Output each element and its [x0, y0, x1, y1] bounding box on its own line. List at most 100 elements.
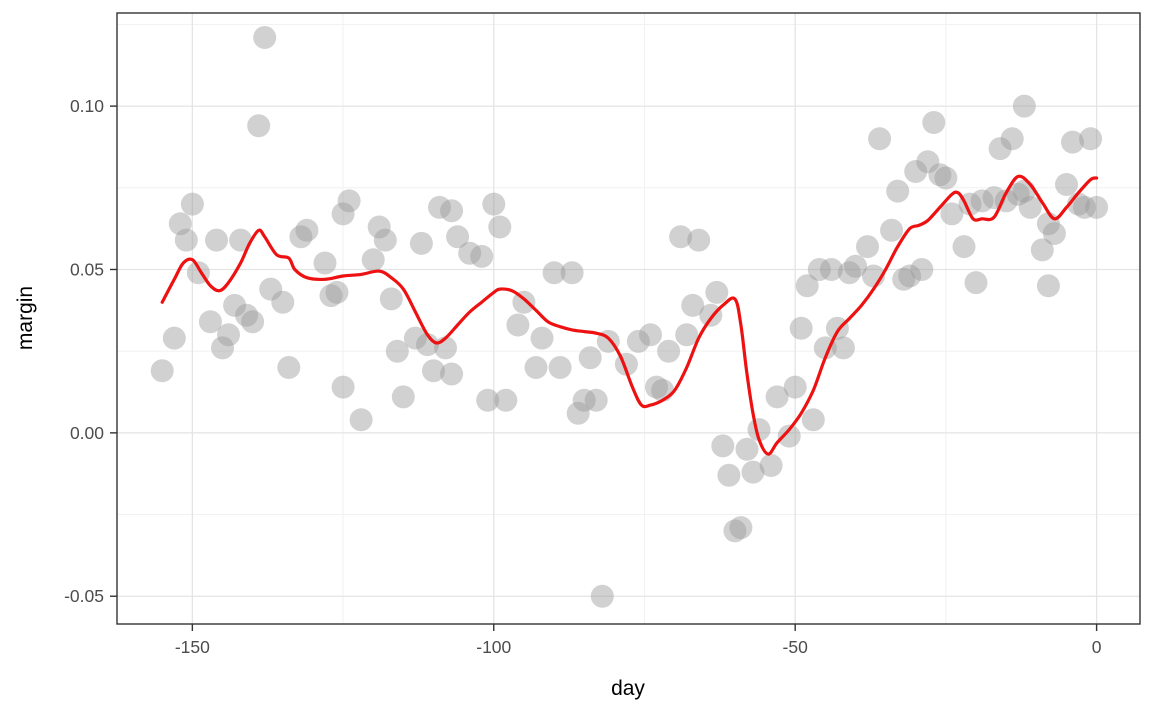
scatter-point: [470, 244, 494, 268]
scatter-point: [277, 356, 301, 379]
scatter-point: [446, 225, 470, 249]
scatter-point: [1030, 238, 1054, 262]
scatter-point: [217, 323, 240, 347]
scatter-point: [964, 271, 988, 295]
scatter-point: [669, 225, 693, 249]
scatter-point: [416, 333, 439, 357]
scatter-point: [289, 225, 313, 249]
scatter-point: [735, 437, 759, 461]
scatter-point: [174, 228, 198, 252]
scatter-point: [856, 235, 879, 259]
x-axis-title: day: [611, 677, 645, 700]
scatter-point: [422, 359, 445, 383]
scatter-point: [373, 228, 397, 252]
scatter-point: [952, 235, 976, 259]
scatter-point: [349, 408, 373, 432]
scatter-point: [645, 375, 668, 399]
scatter-point: [807, 258, 831, 281]
scatter-point: [970, 189, 994, 213]
scatter-point: [229, 228, 253, 252]
scatter-point: [928, 163, 952, 187]
scatter-point: [765, 385, 789, 409]
scatter-point: [482, 192, 506, 216]
scatter-point: [1085, 195, 1109, 219]
scatter-point: [409, 231, 433, 255]
scatter-point: [319, 284, 343, 308]
scatter-point: [657, 339, 681, 363]
scatter-point: [880, 218, 904, 242]
scatter-point: [801, 408, 825, 432]
plot-panel: [116, 12, 1141, 625]
panel-border: [116, 12, 1141, 625]
scatter-point: [379, 287, 403, 311]
scatter-point: [313, 251, 337, 275]
scatter-point: [440, 199, 464, 223]
y-axis-title: margin: [14, 286, 37, 350]
scatter-point: [626, 329, 650, 353]
x-axis-ticks: [191, 624, 1098, 631]
scatter-point: [705, 280, 729, 304]
scatter-point: [916, 150, 940, 174]
scatter-point: [1018, 195, 1042, 219]
scatter-point: [729, 516, 753, 540]
scatter-point: [783, 375, 807, 399]
scatter-point: [988, 137, 1012, 161]
gridlines-minor: [117, 13, 1140, 624]
scatter-point: [385, 339, 409, 363]
scatter-point: [910, 258, 934, 281]
scatter-point: [325, 280, 349, 304]
scatter-point: [506, 313, 530, 337]
scatter-point: [331, 202, 355, 226]
scatter-point: [530, 326, 554, 350]
scatter-point: [789, 316, 813, 340]
scatter-point: [681, 293, 705, 317]
scatter-point: [1036, 274, 1060, 298]
scatter-point: [247, 114, 271, 138]
scatter-point: [524, 356, 548, 379]
scatter-point: [886, 179, 910, 203]
scatter-point: [560, 261, 584, 285]
scatter-point: [1061, 130, 1084, 154]
scatter-point: [837, 261, 861, 285]
scatter-point: [440, 362, 464, 386]
smooth-trend-line: [160, 174, 1099, 456]
scatter-point: [711, 434, 735, 458]
x-tick-label: -100: [476, 637, 511, 657]
scatter-point: [1000, 127, 1024, 151]
scatter-point: [403, 326, 427, 350]
scatter-point: [1055, 173, 1078, 196]
scatter-point: [150, 359, 174, 383]
scatter-point: [205, 228, 228, 252]
scatter-point: [361, 248, 385, 272]
scatter-point: [639, 323, 662, 347]
scatter-point: [542, 261, 566, 285]
scatter-point: [819, 258, 843, 281]
y-axis-tick-labels: 0.10 0.05 0.00 -0.05: [64, 96, 104, 606]
x-tick-label: -150: [175, 637, 210, 657]
scatter-point: [572, 388, 596, 412]
scatter-point: [180, 192, 204, 216]
scatter-point: [759, 454, 783, 477]
scatter-point: [777, 424, 801, 448]
scatter-point: [476, 388, 500, 412]
scatter-point: [367, 215, 391, 239]
scatter-point: [337, 189, 361, 213]
x-tick-label: -50: [783, 637, 809, 657]
scatter-point: [241, 310, 265, 334]
scatter-point: [391, 385, 415, 409]
scatter-point: [271, 290, 295, 314]
y-tick-label: 0.05: [70, 259, 104, 279]
scatter-point: [868, 127, 892, 151]
scatter-point: [741, 460, 765, 484]
scatter-point: [566, 401, 590, 425]
scatter-point: [723, 519, 747, 543]
x-axis-tick-labels: -150 -100 -50 0: [175, 637, 1102, 657]
scatter-point: [548, 356, 572, 379]
scatter-point: [844, 254, 867, 278]
scatter-point: [168, 212, 192, 236]
scatter-point: [904, 160, 928, 183]
scatter-point: [512, 290, 536, 314]
scatter-point: [253, 26, 277, 49]
